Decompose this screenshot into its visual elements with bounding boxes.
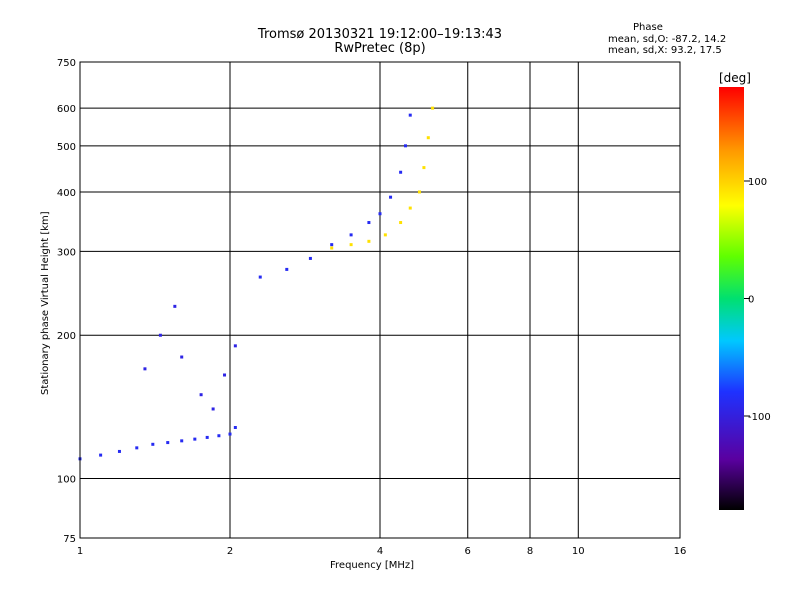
y-tick-label: 500: [57, 142, 76, 153]
data-point: [233, 344, 237, 348]
phase-stats-x: mean, sd,X: 93.2, 17.5: [608, 45, 722, 56]
data-point: [151, 442, 155, 446]
data-point: [408, 113, 412, 117]
data-points: [78, 106, 435, 461]
data-point: [408, 206, 412, 210]
data-point: [285, 267, 289, 271]
y-axis-label: Stationary phase Virtual Height [km]: [40, 211, 51, 395]
data-point: [422, 166, 426, 170]
colorbar-tick-label: 100: [748, 177, 767, 188]
data-point: [383, 233, 387, 237]
data-point: [193, 437, 197, 441]
x-tick-label: 2: [227, 546, 233, 557]
y-tick-label: 300: [57, 247, 76, 258]
y-tick-label: 400: [57, 188, 76, 199]
data-point: [367, 239, 371, 243]
data-point: [378, 212, 382, 216]
x-tick-label: 8: [527, 546, 533, 557]
grid-lines: [79, 62, 681, 538]
x-tick-label: 16: [674, 546, 687, 557]
axes: 1 2 4 6 8 10 16 75 100 200 300 400 500 600 750: [57, 58, 686, 557]
x-tick-label: 10: [572, 546, 585, 557]
phase-stats-heading: Phase: [633, 22, 663, 33]
x-axis-label: Frequency [MHz]: [330, 560, 414, 571]
data-point: [233, 425, 237, 429]
y-tick-label: 75: [63, 534, 76, 545]
x-tick-label: 6: [465, 546, 471, 557]
colorbar-tick-label: -100: [748, 412, 771, 423]
y-tick-label: 600: [57, 104, 76, 115]
data-point: [99, 453, 103, 457]
data-point: [173, 304, 177, 308]
data-point: [135, 446, 139, 450]
data-point: [403, 144, 407, 148]
data-point: [205, 435, 209, 439]
data-point: [417, 190, 421, 194]
data-point: [367, 221, 371, 225]
data-point: [308, 256, 312, 260]
data-point: [330, 246, 334, 250]
data-point: [258, 275, 262, 279]
colorbar: [719, 87, 744, 510]
data-point: [166, 441, 170, 445]
x-tick-label: 4: [377, 546, 383, 557]
colorbar-ticks: 100 0 -100: [744, 177, 771, 423]
data-point: [431, 106, 435, 110]
plot-frame: [79, 61, 681, 539]
phase-stats-o: mean, sd,O: -87.2, 14.2: [608, 34, 727, 45]
data-point: [180, 439, 184, 443]
data-point: [399, 170, 403, 174]
y-tick-label: 100: [57, 475, 76, 486]
data-point: [426, 136, 430, 140]
colorbar-label: [deg]: [719, 71, 751, 85]
y-tick-label: 750: [57, 58, 76, 69]
y-tick-label: 200: [57, 331, 76, 342]
chart-title: Tromsø 20130321 19:12:00–19:13:43: [257, 27, 503, 42]
data-point: [211, 407, 215, 411]
chart-subtitle: RwPretec (8p): [334, 41, 426, 56]
data-point: [228, 432, 232, 436]
colorbar-tick-label: 0: [748, 295, 754, 306]
data-point: [389, 195, 393, 199]
data-point: [217, 434, 221, 438]
data-point: [330, 243, 334, 247]
data-point: [143, 367, 147, 371]
data-point: [117, 449, 121, 453]
data-point: [199, 393, 203, 397]
data-point: [399, 221, 403, 225]
data-point: [223, 373, 227, 377]
x-tick-label: 1: [77, 546, 83, 557]
data-point: [349, 243, 353, 247]
data-point: [349, 233, 353, 237]
data-point: [180, 355, 184, 359]
data-point: [158, 333, 162, 337]
